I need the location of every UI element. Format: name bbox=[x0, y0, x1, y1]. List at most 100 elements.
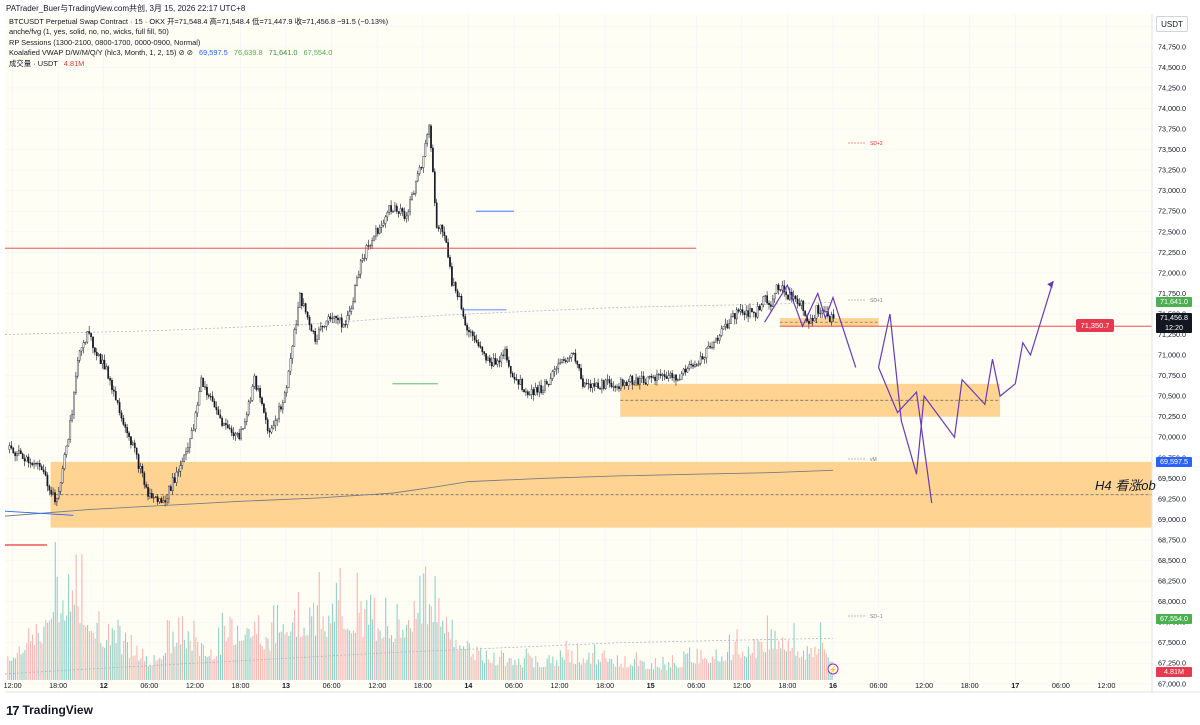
candle-down bbox=[259, 388, 261, 398]
volume-bar bbox=[687, 653, 689, 680]
candle-down bbox=[141, 466, 144, 474]
vwap-indicator-line[interactable]: Koalafied VWAP D/W/M/Q/Y (hlc3, Month, 1… bbox=[9, 48, 388, 58]
candle-up bbox=[525, 391, 527, 393]
fvg-indicator-line[interactable]: anche/fvg (1, yes, solid, no, no, wicks,… bbox=[9, 27, 169, 37]
volume-bar bbox=[548, 655, 550, 680]
candle-up bbox=[192, 428, 195, 431]
candle-up bbox=[384, 216, 387, 224]
candle-up bbox=[82, 342, 85, 348]
volume-bar bbox=[728, 634, 731, 680]
volume-bar bbox=[626, 667, 628, 680]
candle-up bbox=[640, 375, 643, 379]
candle-down bbox=[692, 364, 694, 367]
volume-bar bbox=[719, 661, 721, 680]
volume-bar bbox=[689, 647, 691, 680]
time-axis[interactable]: 12:00 18:00 12 06:00 12:00 18:00 13 06:00 12:00 1… bbox=[4, 681, 1116, 690]
candle-down bbox=[301, 293, 303, 307]
symbol-line[interactable]: BTCUSDT Perpetual Swap Contract · 15 · O… bbox=[9, 17, 389, 26]
volume-bar bbox=[556, 660, 558, 680]
plot-area[interactable] bbox=[5, 14, 1152, 692]
volume-bar bbox=[542, 667, 544, 680]
candle-up bbox=[749, 308, 751, 317]
volume-bar bbox=[419, 575, 421, 680]
candle-up bbox=[346, 315, 349, 325]
volume-bar bbox=[578, 662, 580, 680]
candle-up bbox=[244, 421, 246, 429]
volume-bar bbox=[147, 666, 149, 680]
replay-icon[interactable]: ⚡ bbox=[827, 663, 839, 675]
candle-down bbox=[734, 313, 736, 320]
volume-bar bbox=[223, 626, 225, 680]
volume-bar bbox=[231, 619, 233, 680]
sessions-indicator-line[interactable]: RP Sessions (1300-2100, 0800-1700, 0000-… bbox=[9, 37, 201, 47]
volume-bar bbox=[115, 643, 117, 680]
volume-bar bbox=[540, 667, 542, 680]
volume-bar bbox=[183, 639, 185, 680]
volume-bar bbox=[324, 631, 326, 680]
volume-bar bbox=[43, 626, 45, 680]
volume-bar bbox=[195, 637, 197, 680]
candle-down bbox=[170, 486, 172, 491]
volume-bar bbox=[322, 616, 324, 680]
candle-up bbox=[688, 364, 691, 369]
volume-bar bbox=[783, 649, 786, 680]
candle-up bbox=[775, 284, 778, 294]
volume-bar bbox=[436, 622, 438, 680]
candle-up bbox=[428, 125, 430, 135]
volume-bar bbox=[125, 632, 127, 680]
sd-minus1-label: SD−1 bbox=[870, 614, 883, 620]
candle-up bbox=[223, 423, 225, 426]
candle-up bbox=[194, 412, 197, 430]
candle-up bbox=[627, 381, 630, 386]
volume-indicator-line[interactable]: 成交量 · USDT 4.81M bbox=[9, 59, 388, 69]
candle-up bbox=[426, 134, 429, 144]
candle-up bbox=[680, 373, 683, 380]
price-tick-label: 71,000.0 bbox=[1158, 351, 1186, 360]
volume-bar bbox=[301, 636, 303, 680]
candle-up bbox=[487, 357, 489, 361]
volume-bar bbox=[451, 619, 453, 680]
candle-up bbox=[371, 240, 374, 246]
candle-down bbox=[509, 366, 512, 374]
candle-up bbox=[236, 432, 239, 435]
volume-bar bbox=[643, 661, 645, 680]
candle-down bbox=[642, 375, 645, 383]
volume-bar bbox=[821, 642, 824, 680]
volume-bar bbox=[597, 659, 599, 680]
candle-up bbox=[813, 317, 816, 322]
volume-bar bbox=[766, 615, 768, 680]
volume-bar bbox=[635, 651, 637, 680]
volume-bar bbox=[504, 666, 506, 680]
price-tick-label: 73,750.0 bbox=[1158, 125, 1186, 134]
volume-bar bbox=[512, 665, 514, 680]
volume-bar bbox=[603, 650, 605, 680]
candle-down bbox=[454, 282, 457, 292]
volume-bar bbox=[68, 574, 70, 680]
volume-bar bbox=[717, 660, 719, 680]
candle-down bbox=[225, 423, 227, 426]
alert-price-label[interactable]: 71,350.7 bbox=[1076, 319, 1114, 332]
volume-bar bbox=[14, 658, 16, 680]
volume-bar bbox=[297, 591, 299, 680]
volume-bar bbox=[592, 652, 594, 680]
candle-down bbox=[741, 309, 744, 314]
candle-down bbox=[135, 447, 138, 455]
volume-bar bbox=[753, 639, 755, 680]
volume-bar bbox=[468, 643, 470, 680]
candle-up bbox=[418, 167, 421, 174]
volume-bar bbox=[373, 597, 375, 680]
volume-bar bbox=[200, 643, 203, 680]
volume-bar bbox=[30, 640, 32, 680]
candle-down bbox=[675, 374, 677, 381]
candle-down bbox=[433, 171, 436, 204]
candle-up bbox=[171, 477, 174, 491]
candle-up bbox=[316, 339, 318, 342]
volume-bar bbox=[140, 658, 142, 680]
currency-selector[interactable]: USDT bbox=[1156, 16, 1188, 32]
price-tick-label: 73,250.0 bbox=[1158, 166, 1186, 175]
candle-up bbox=[720, 328, 723, 336]
price-axis[interactable]: 75,000.074,750.074,500.074,250.074,000.0… bbox=[1158, 22, 1186, 688]
volume-bar bbox=[613, 663, 615, 680]
candle-up bbox=[158, 498, 161, 502]
